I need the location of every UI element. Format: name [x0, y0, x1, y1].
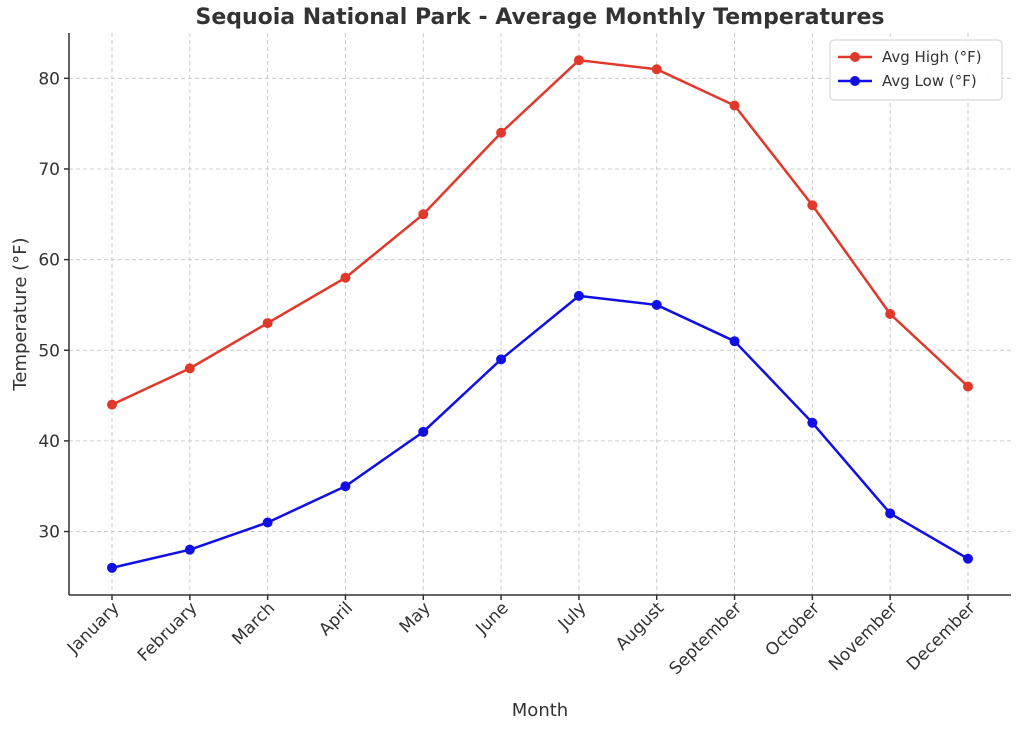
data-point-avg-low — [418, 426, 429, 437]
legend-swatch-marker — [850, 76, 860, 86]
data-point-avg-low — [729, 336, 740, 347]
y-tick-label: 40 — [38, 432, 60, 452]
y-tick-label: 30 — [38, 523, 60, 543]
legend: Avg High (°F) Avg Low (°F) — [829, 39, 1003, 101]
axes-layer — [68, 33, 1011, 596]
x-tick-label: June — [472, 598, 513, 639]
data-point-avg-low — [340, 481, 351, 492]
data-point-avg-low — [262, 517, 273, 528]
data-point-avg-low — [573, 290, 584, 301]
data-point-avg-low — [963, 553, 973, 564]
legend-swatch-marker — [850, 52, 860, 62]
data-point-avg-low — [184, 544, 195, 555]
legend-box — [829, 39, 1003, 101]
series-line-avg-high — [111, 58, 969, 406]
data-point-avg-high — [729, 100, 740, 111]
series-line-avg-low — [111, 294, 969, 570]
y-axis-label: Temperature (°F) — [10, 237, 31, 391]
data-point-avg-high — [573, 55, 584, 66]
series-layer — [107, 55, 973, 573]
x-axis-label: Month — [512, 700, 568, 721]
data-point-avg-high — [807, 200, 818, 211]
x-tick-label: February — [134, 598, 201, 665]
x-tick-label: August — [612, 598, 668, 654]
y-tick-label: 80 — [38, 69, 60, 89]
data-point-avg-low — [885, 508, 896, 519]
data-point-avg-high — [496, 127, 507, 138]
x-tick-label: January — [63, 598, 123, 658]
x-tick-label: December — [903, 598, 979, 674]
data-point-avg-high — [262, 318, 273, 329]
data-point-avg-low — [807, 417, 818, 428]
data-point-avg-high — [107, 399, 117, 410]
y-tick-label: 50 — [38, 341, 60, 361]
x-tick-label: October — [762, 598, 824, 660]
legend-label: Avg High (°F) — [882, 48, 982, 66]
y-tick-label: 70 — [38, 160, 60, 180]
data-point-avg-low — [107, 562, 117, 573]
data-point-avg-high — [418, 209, 429, 220]
data-point-avg-low — [651, 299, 662, 310]
x-tick-label: July — [554, 598, 590, 634]
x-tick-label: April — [315, 598, 357, 640]
data-point-avg-high — [651, 64, 662, 75]
x-tick-label: May — [396, 598, 435, 637]
data-point-avg-high — [963, 381, 973, 392]
y-tick-label: 60 — [38, 251, 60, 271]
chart-title: Sequoia National Park - Average Monthly … — [195, 5, 884, 30]
legend-label: Avg Low (°F) — [882, 72, 977, 90]
grid-layer — [69, 33, 1011, 595]
data-point-avg-low — [496, 354, 507, 365]
x-tick-label: March — [228, 598, 279, 649]
x-tick-label: November — [825, 598, 902, 675]
data-point-avg-high — [184, 363, 195, 374]
x-tick-label: September — [665, 598, 746, 679]
data-point-avg-high — [340, 272, 351, 283]
data-point-avg-high — [885, 309, 896, 319]
